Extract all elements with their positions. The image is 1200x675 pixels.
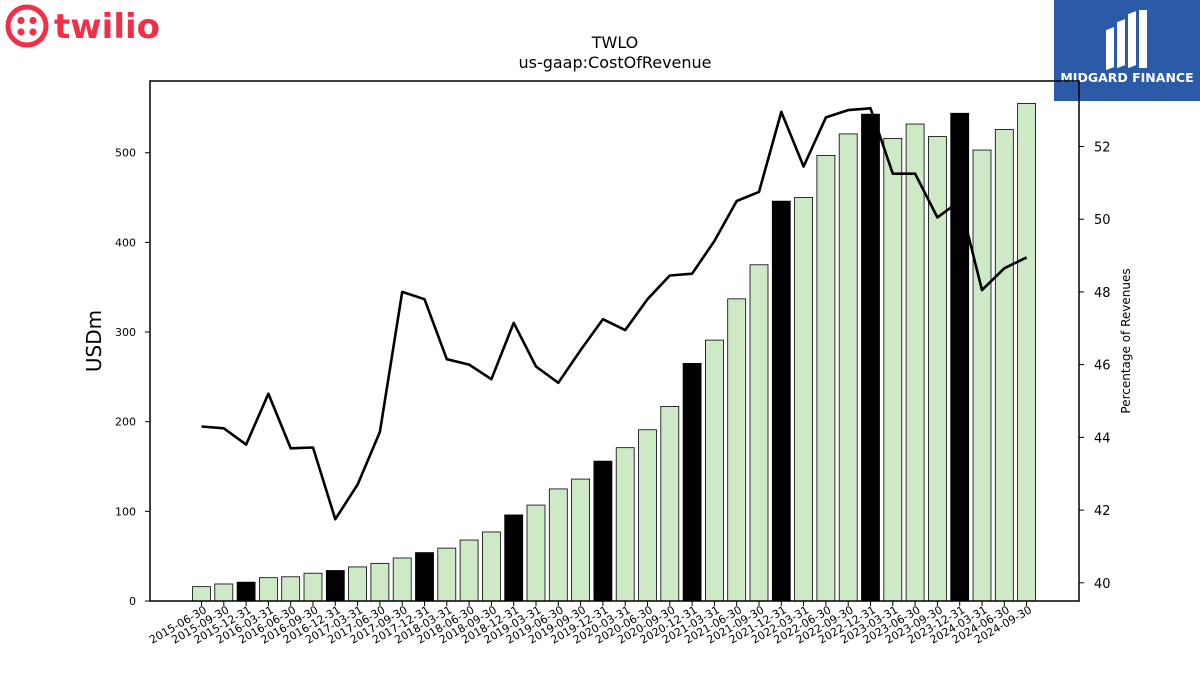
twilio-logo-dot bbox=[17, 16, 25, 25]
percentage-line bbox=[201, 107, 1028, 521]
bar-2019-09-30 bbox=[571, 478, 590, 602]
bar-2017-06-30 bbox=[370, 562, 390, 602]
y-tick-label: 0 bbox=[129, 595, 136, 608]
y2-tick-label: 40 bbox=[1094, 577, 1111, 592]
bar-2024-03-31 bbox=[972, 149, 992, 602]
chart-subtitle: us-gaap:CostOfRevenue bbox=[518, 53, 711, 72]
bar-2022-09-30 bbox=[838, 133, 858, 602]
bar-2017-09-30 bbox=[392, 557, 412, 602]
bar-2021-09-30 bbox=[749, 264, 769, 602]
bar-2020-06-30 bbox=[638, 429, 657, 602]
midgard-finance-logo-graphic: MIDGARD FINANCE bbox=[1060, 10, 1194, 85]
y-tick-label: 300 bbox=[115, 326, 136, 339]
bar-2020-12-31 bbox=[682, 363, 702, 602]
bar-2022-06-30 bbox=[816, 155, 836, 602]
plot-frame bbox=[149, 80, 1080, 602]
line-layer bbox=[201, 107, 1028, 521]
bar-2019-12-31 bbox=[593, 460, 613, 602]
bar-2018-06-30 bbox=[459, 539, 479, 602]
bar-2021-12-31 bbox=[771, 200, 791, 602]
bar-2017-12-31 bbox=[415, 552, 434, 602]
chart-title: TWLO bbox=[591, 33, 639, 52]
bar-2015-06-30 bbox=[192, 586, 211, 602]
bar-2019-03-31 bbox=[526, 504, 546, 602]
bar-2015-09-30 bbox=[214, 583, 234, 602]
midgard-logo-text: MIDGARD FINANCE bbox=[1060, 70, 1193, 85]
bar-2021-03-31 bbox=[705, 339, 724, 602]
twilio-logo-dot bbox=[29, 16, 37, 25]
bar-2017-03-31 bbox=[348, 566, 368, 602]
bar-2020-09-30 bbox=[660, 406, 680, 602]
y2-tick-label: 48 bbox=[1094, 286, 1111, 301]
twilio-logo: twilio bbox=[4, 4, 164, 50]
y-axis-left: 0 100 200 300 400 500 bbox=[115, 147, 150, 608]
y2-tick-label: 44 bbox=[1094, 431, 1111, 446]
y2-tick-label: 52 bbox=[1094, 140, 1111, 155]
midgard-logo-stroke bbox=[1117, 19, 1125, 69]
bar-2016-09-30 bbox=[303, 572, 323, 602]
midgard-logo-stroke bbox=[1106, 27, 1114, 71]
bar-2019-06-30 bbox=[548, 488, 568, 602]
twilio-logo-dot bbox=[29, 28, 37, 36]
y-tick-label: 200 bbox=[115, 416, 136, 429]
twilio-logo-text: twilio bbox=[54, 7, 160, 47]
bar-2023-03-31 bbox=[883, 137, 903, 602]
y2-tick-label: 50 bbox=[1094, 213, 1111, 228]
bar-2018-03-31 bbox=[437, 547, 457, 602]
midgard-logo-stroke bbox=[1128, 11, 1136, 69]
bar-2016-06-30 bbox=[281, 576, 301, 602]
bar-2022-12-31 bbox=[861, 113, 880, 602]
bar-2023-12-31 bbox=[950, 112, 970, 602]
midgard-logo-stroke bbox=[1139, 10, 1147, 68]
bar-2016-03-31 bbox=[258, 577, 278, 602]
bar-2021-06-30 bbox=[727, 298, 747, 602]
x-axis: 2015-06-302015-09-302015-12-312016-03-31… bbox=[147, 601, 1034, 647]
y2-tick-label: 42 bbox=[1094, 504, 1111, 519]
bar-2022-03-31 bbox=[794, 197, 813, 602]
bar-2018-12-31 bbox=[504, 514, 524, 602]
y-axis-label: USDm bbox=[82, 310, 106, 372]
y2-tick-label: 46 bbox=[1094, 359, 1111, 374]
y-tick-label: 100 bbox=[115, 505, 136, 518]
twilio-logo-ring bbox=[5, 4, 49, 48]
bar-2023-06-30 bbox=[905, 123, 925, 602]
bar-2015-12-31 bbox=[236, 581, 256, 602]
bar-2024-06-30 bbox=[994, 129, 1014, 602]
bars-layer bbox=[192, 103, 1036, 602]
y2-axis-label: Percentage of Revenues bbox=[1119, 268, 1133, 413]
y-axis-right: 40 42 44 46 48 50 52 bbox=[1079, 140, 1111, 592]
y-tick-label: 400 bbox=[115, 236, 136, 249]
bar-2020-03-31 bbox=[615, 447, 635, 602]
bar-2016-12-31 bbox=[325, 570, 345, 602]
bar-2018-09-30 bbox=[481, 531, 501, 602]
y-tick-label: 500 bbox=[115, 147, 136, 160]
twilio-logo-graphic: twilio bbox=[5, 4, 160, 48]
bar-2024-09-30 bbox=[1017, 103, 1036, 602]
twilio-logo-dot bbox=[17, 28, 25, 36]
